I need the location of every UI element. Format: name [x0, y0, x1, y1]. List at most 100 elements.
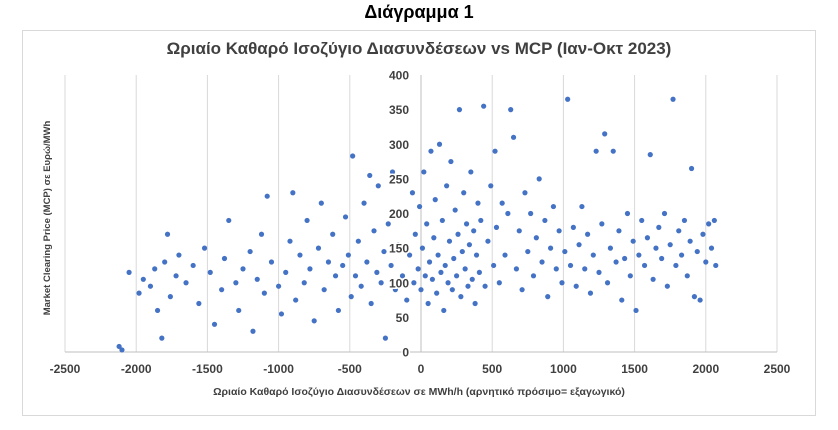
chart-frame: Ωριαίο Καθαρό Ισοζύγιο Διασυνδέσεων vs M…	[22, 30, 816, 416]
data-point	[278, 311, 285, 317]
y-tick-label: 350	[389, 103, 409, 117]
data-point	[505, 210, 511, 217]
data-point	[547, 245, 554, 251]
data-point	[201, 245, 208, 251]
data-point	[290, 190, 296, 196]
data-point	[361, 200, 367, 206]
data-point	[650, 276, 656, 282]
x-tick-label: -2500	[50, 362, 81, 376]
data-point	[599, 221, 605, 227]
data-point	[389, 169, 396, 175]
data-point	[190, 262, 196, 269]
data-point	[713, 262, 719, 269]
data-point	[619, 297, 625, 303]
data-point	[409, 190, 416, 196]
grid-layer	[64, 75, 778, 353]
data-point	[622, 255, 628, 262]
data-point	[325, 259, 332, 265]
data-point	[183, 280, 189, 286]
y-axis-label: Market Clearing Price (MCP) σε Ευρώ/MWh	[42, 121, 53, 316]
data-point	[293, 297, 299, 303]
data-point	[411, 280, 417, 286]
data-point	[421, 169, 427, 175]
data-point	[207, 269, 213, 275]
data-point	[368, 300, 374, 307]
data-point	[407, 252, 413, 258]
data-point	[471, 228, 477, 234]
data-point	[381, 248, 387, 255]
data-point	[415, 266, 421, 272]
data-point	[468, 169, 474, 175]
data-point	[596, 269, 602, 275]
data-point	[525, 248, 531, 255]
chart-title: Ωριαίο Καθαρό Ισοζύγιο Διασυνδέσεων vs M…	[167, 39, 672, 58]
data-point	[607, 245, 613, 251]
y-tick-label: 150	[389, 242, 409, 256]
data-point	[446, 238, 453, 244]
data-point	[461, 190, 467, 196]
data-point	[348, 294, 354, 300]
data-point	[404, 297, 410, 303]
data-point	[196, 300, 202, 307]
data-point	[426, 259, 433, 265]
data-point	[653, 245, 659, 251]
data-point	[670, 96, 676, 102]
data-point	[449, 287, 455, 293]
x-tick-label: 1500	[621, 362, 648, 376]
data-point	[355, 238, 361, 244]
data-point	[412, 231, 418, 237]
data-point	[688, 165, 695, 172]
data-point	[167, 294, 173, 300]
data-point	[321, 287, 327, 293]
data-point	[154, 307, 161, 314]
data-point	[452, 207, 458, 213]
data-point	[350, 153, 356, 159]
data-point	[378, 280, 384, 286]
data-point	[573, 283, 579, 289]
data-point	[311, 318, 317, 324]
data-point	[481, 103, 487, 109]
y-tick-label: 250	[389, 172, 409, 186]
data-point	[418, 287, 424, 293]
data-point	[159, 335, 165, 341]
data-point	[482, 283, 488, 289]
data-point	[442, 262, 448, 269]
data-point	[590, 252, 596, 258]
data-point	[463, 221, 470, 227]
x-tick-label: 2000	[692, 362, 719, 376]
data-point	[297, 252, 303, 258]
data-point	[567, 262, 574, 269]
y-tick-label: 100	[389, 276, 409, 290]
data-point	[519, 287, 525, 293]
data-point	[593, 148, 599, 154]
data-point	[445, 280, 451, 286]
data-point	[708, 245, 715, 251]
data-point	[684, 273, 690, 279]
data-point	[553, 266, 559, 272]
data-point	[492, 148, 498, 154]
data-point	[513, 266, 520, 272]
data-point	[550, 203, 557, 210]
data-point	[667, 242, 673, 248]
data-point	[533, 235, 539, 241]
data-point	[694, 248, 700, 255]
data-point	[392, 287, 398, 293]
data-point	[287, 238, 293, 244]
data-point	[691, 294, 698, 300]
data-point	[388, 262, 394, 269]
data-point	[579, 203, 585, 210]
data-point	[516, 228, 522, 234]
data-point	[647, 152, 653, 158]
data-point	[176, 252, 182, 258]
data-point	[630, 238, 636, 244]
data-point	[678, 252, 685, 258]
data-point	[136, 290, 142, 296]
data-point	[613, 259, 619, 265]
data-point	[126, 269, 132, 275]
data-point	[211, 321, 218, 327]
data-point	[676, 228, 682, 234]
data-point	[352, 273, 359, 279]
data-point	[164, 231, 171, 237]
data-point	[459, 248, 465, 255]
data-point	[582, 266, 588, 272]
